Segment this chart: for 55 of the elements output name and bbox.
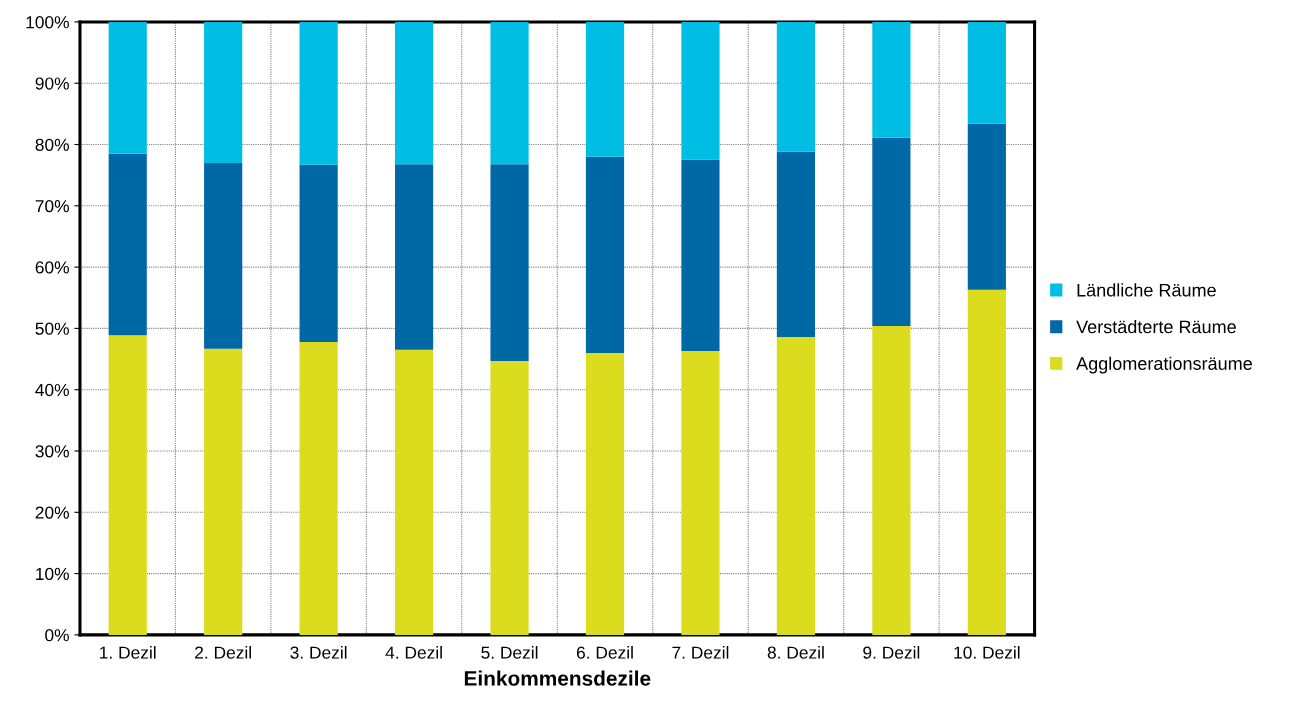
bar (395, 164, 434, 350)
bar (776, 336, 816, 635)
bar (585, 156, 625, 353)
bar (204, 21, 243, 163)
bar (204, 348, 243, 635)
bar (967, 123, 1006, 290)
x-tick-label: 3. Dezil (290, 646, 347, 659)
y-tick-label: 20% (35, 506, 69, 519)
bar (108, 335, 147, 635)
bar (490, 360, 529, 635)
y-tick-label: 100% (26, 16, 69, 29)
bar (585, 352, 625, 635)
y-tick-label: 80% (35, 138, 69, 151)
x-tick-label: 2. Dezil (195, 646, 251, 659)
x-axis-title: Einkommensdezile (464, 670, 651, 686)
legend-label: Agglomerationsräume (1076, 356, 1252, 374)
x-tick-label: 4. Dezil (385, 646, 442, 659)
legend-label: Verstädterte Räume (1076, 319, 1236, 334)
bar (681, 21, 720, 160)
x-tick-label: 6. Dezil (576, 646, 633, 659)
bar (299, 341, 338, 635)
bar (681, 351, 720, 635)
y-tick-label: 60% (35, 261, 69, 274)
bar (490, 21, 529, 165)
x-tick-label: 5. Dezil (481, 646, 538, 659)
y-tick-label: 50% (35, 322, 69, 335)
bar (204, 162, 243, 349)
bar (872, 137, 911, 326)
bar (108, 153, 147, 336)
bar (681, 159, 720, 352)
bar (872, 21, 911, 138)
x-tick-label: 1. Dezil (100, 646, 156, 659)
bar (395, 21, 434, 165)
y-tick-label: 30% (35, 445, 69, 458)
bar (776, 151, 816, 337)
x-tick-label: 7. Dezil (672, 646, 729, 659)
bar (395, 349, 434, 635)
bar (967, 289, 1006, 635)
bar (776, 21, 816, 152)
x-tick-label: 8. Dezil (767, 646, 824, 659)
y-tick-label: 0% (45, 629, 69, 642)
x-tick-label: 10. Dezil (954, 646, 1020, 659)
x-tick-label: 9. Dezil (863, 646, 920, 659)
legend-label: Ländliche Räume (1077, 283, 1216, 297)
y-tick-label: 40% (35, 383, 69, 397)
bar (967, 21, 1006, 124)
y-tick-label: 70% (35, 199, 69, 213)
bar (299, 164, 338, 342)
bar (108, 21, 147, 154)
y-tick-label: 90% (35, 77, 69, 90)
bar (872, 325, 911, 635)
bar (490, 164, 529, 361)
y-tick-label: 10% (36, 567, 69, 581)
bar (585, 21, 625, 157)
bar (299, 21, 338, 165)
